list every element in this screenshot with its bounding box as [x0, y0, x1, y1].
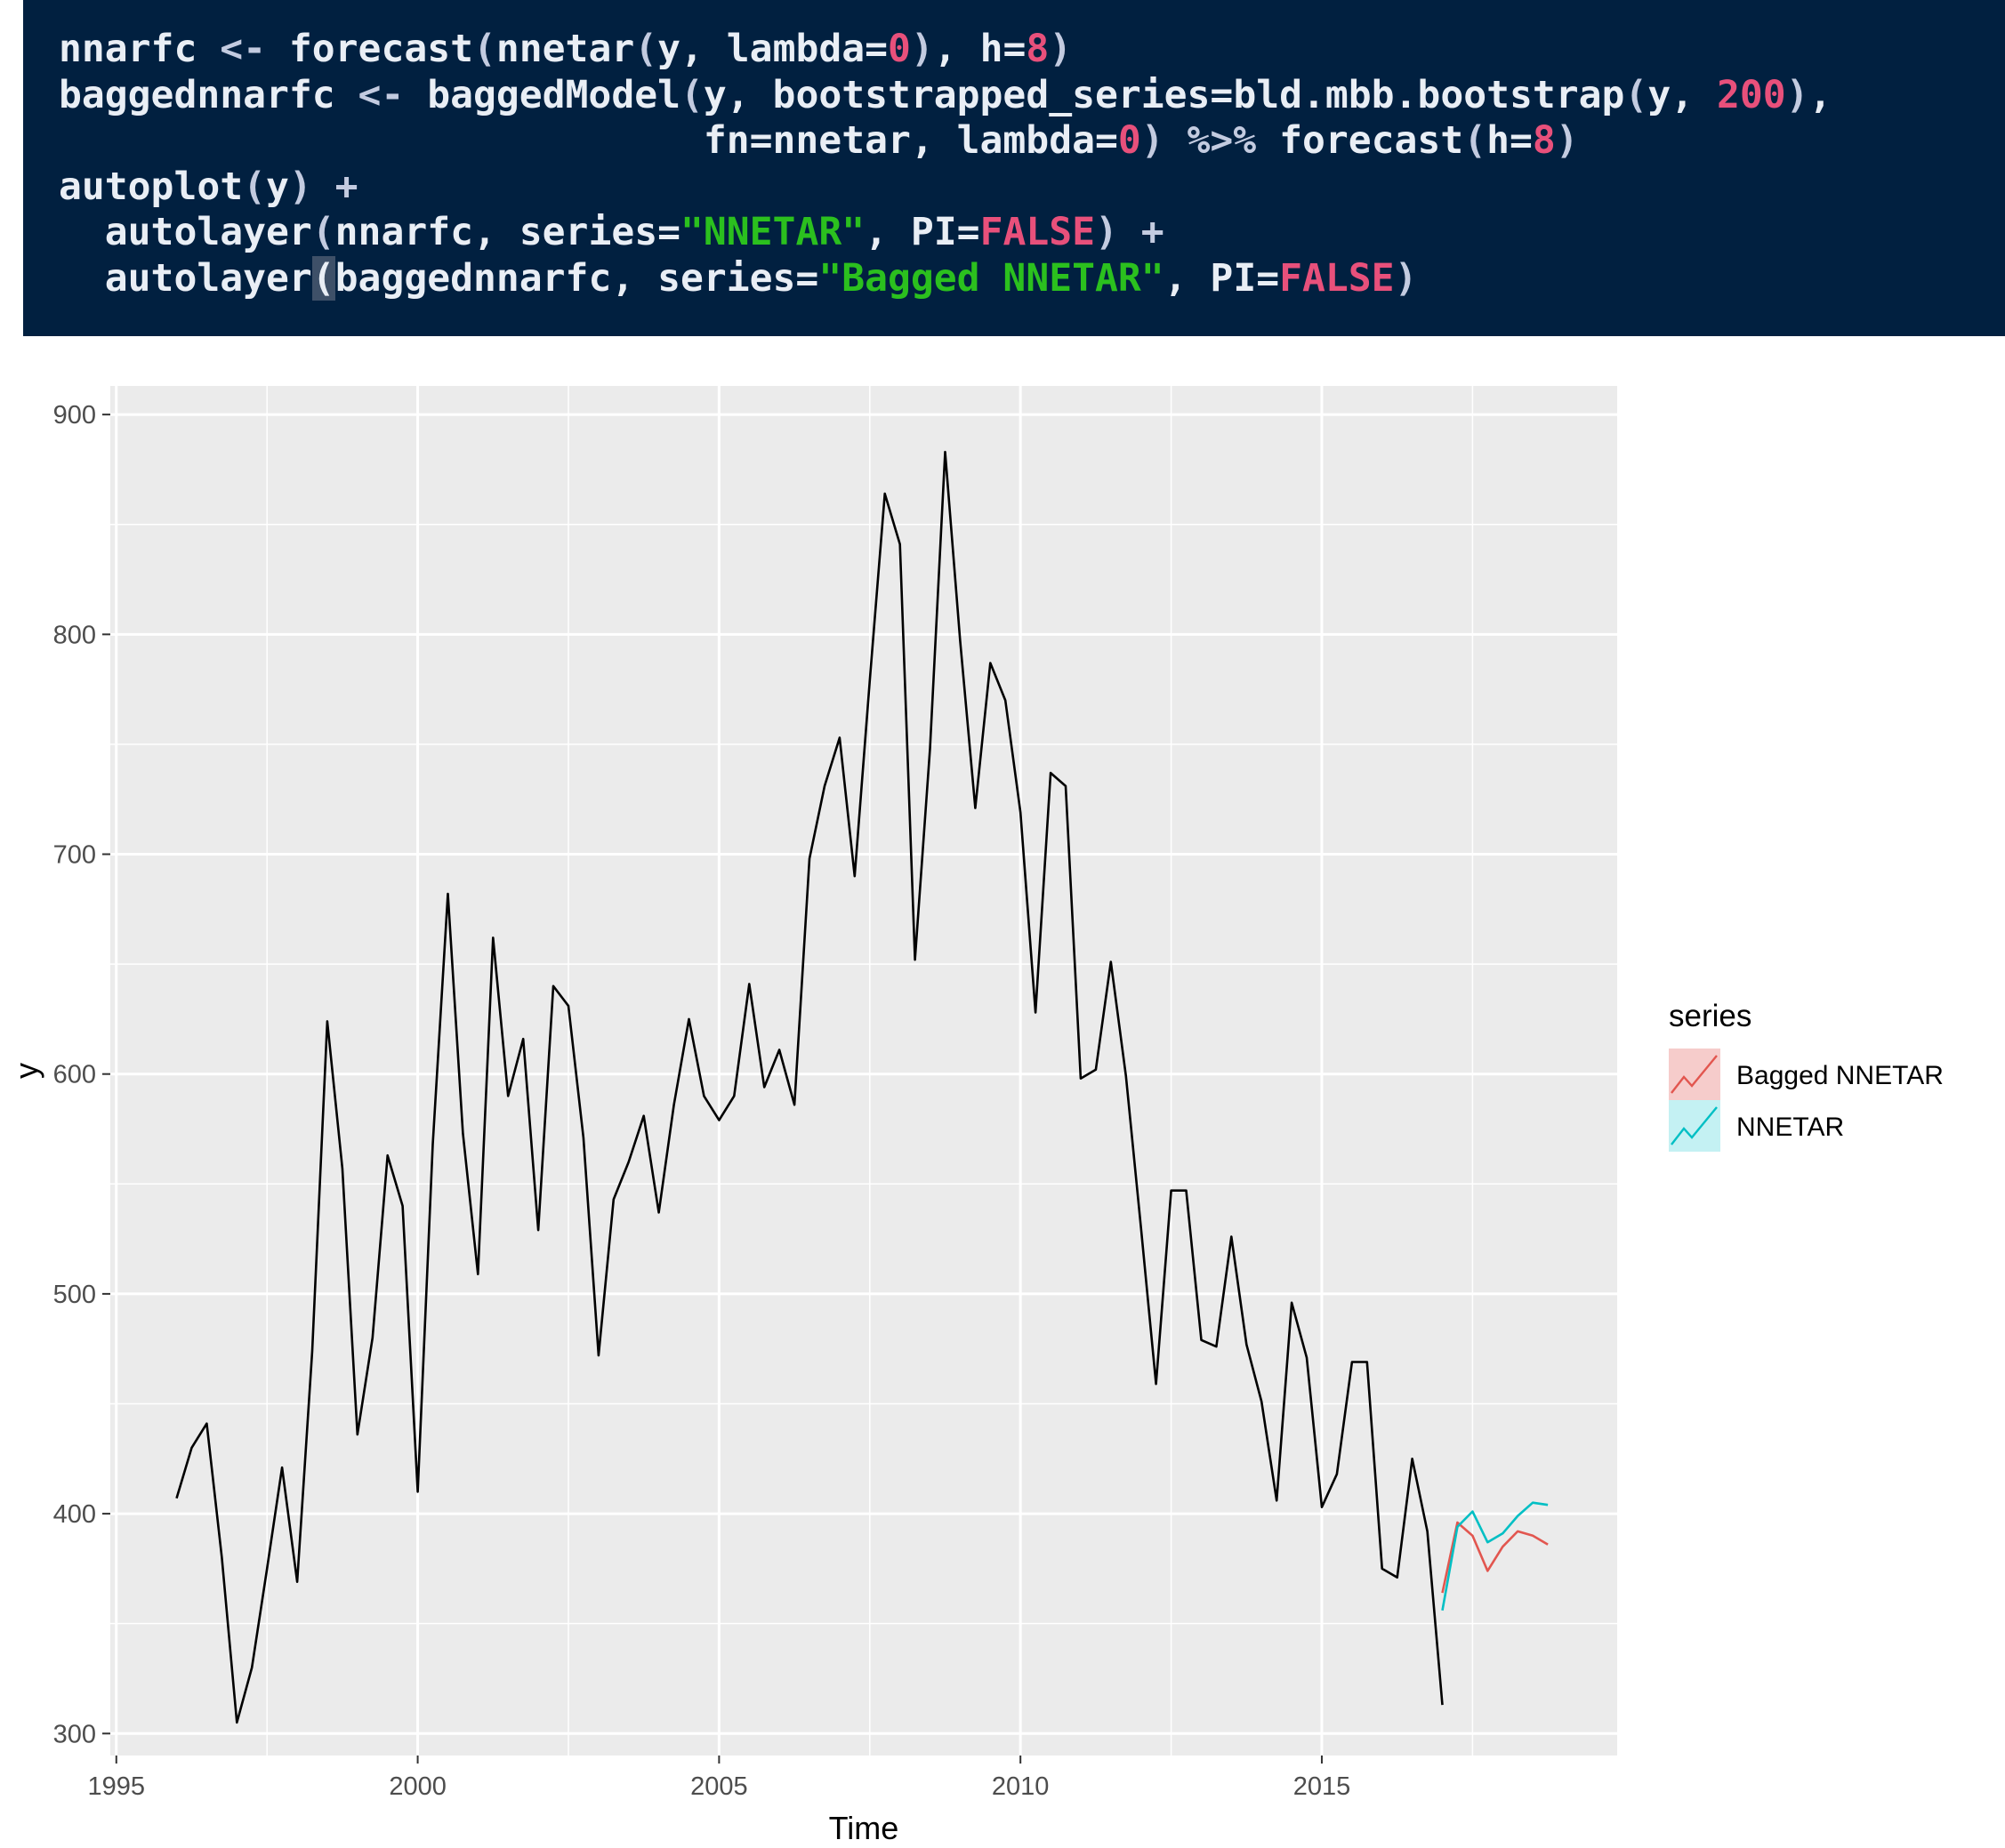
code-token: ): [1785, 72, 1809, 117]
code-token: 0: [1117, 118, 1141, 163]
series-line-observed: [175, 450, 1444, 1724]
code-token: nnetar: [495, 27, 635, 71]
code-token: "NNETAR": [680, 210, 866, 254]
code-line: autoplot(y) +: [59, 165, 2005, 211]
series-line-nnetar: [1441, 1501, 1549, 1611]
code-token: ): [288, 164, 312, 209]
code-line: autolayer(baggednnarfc, series="Bagged N…: [59, 255, 2005, 302]
y-tick-label: 300: [53, 1720, 96, 1748]
legend-label: Bagged NNETAR: [1736, 1061, 1944, 1090]
code-token: ): [1095, 210, 1118, 254]
code-token: (: [311, 210, 335, 254]
y-tick-label: 400: [53, 1500, 96, 1529]
y-axis-title: y: [8, 1063, 44, 1079]
code-token: ): [1555, 118, 1579, 163]
legend-key-line: [1671, 1106, 1718, 1145]
code-token: ): [1394, 255, 1418, 301]
code-token: h=: [1486, 118, 1533, 163]
legend: series Bagged NNETAR NNETAR: [1669, 999, 1944, 1152]
code-token: 0: [888, 27, 911, 71]
code-token: [1164, 118, 1188, 163]
code-line: baggednnarfc <- baggedModel(y, bootstrap…: [59, 73, 2005, 119]
code-token: [312, 165, 335, 209]
code-token: fn=nnetar, lambda=: [59, 118, 1118, 163]
code-token: ): [910, 27, 934, 71]
x-tick-label: 2005: [690, 1772, 748, 1801]
grid-layer: [110, 386, 1617, 1756]
code-token: FALSE: [979, 210, 1096, 254]
legend-label: NNETAR: [1736, 1113, 1844, 1142]
code-token: +: [1140, 210, 1164, 254]
code-token: autoplot: [59, 164, 244, 209]
code-token: (: [1463, 118, 1487, 163]
code-token: "Bagged NNETAR": [818, 255, 1164, 301]
code-token: nnarfc, series=: [334, 210, 680, 254]
legend-key: [1669, 1049, 1720, 1100]
code-token: FALSE: [1279, 255, 1395, 301]
code-line: nnarfc <- forecast(nnetar(y, lambda=0), …: [59, 27, 2005, 73]
code-token: y,: [1647, 72, 1717, 117]
y-tick-label: 600: [53, 1061, 96, 1089]
code-token: (: [311, 255, 335, 301]
code-token: (: [634, 27, 658, 71]
code-token: +: [334, 164, 358, 209]
code-token: y: [266, 164, 289, 209]
y-tick-label: 800: [53, 621, 96, 649]
code-token: forecast: [266, 27, 473, 71]
plot-panel: [110, 386, 1617, 1756]
code-token: nnarfc: [59, 27, 221, 71]
y-tick-label: 500: [53, 1281, 96, 1309]
code-panel: nnarfc <- forecast(nnetar(y, lambda=0), …: [23, 0, 2005, 336]
code-token: (: [473, 27, 496, 71]
code-token: baggednnarfc: [59, 72, 358, 117]
code-token: , PI=: [865, 210, 980, 254]
x-tick-label: 1995: [88, 1772, 146, 1801]
x-tick-label: 2015: [1293, 1772, 1351, 1801]
code-token: baggedModel: [404, 72, 680, 117]
x-tick-label: 2010: [992, 1772, 1050, 1801]
y-tick-label: 700: [53, 841, 96, 870]
series-layer: [175, 450, 1549, 1724]
code-line: autolayer(nnarfc, series="NNETAR", PI=FA…: [59, 210, 2005, 256]
axis-layer: 1995 2000 2005 2010 2015 300 400 500 600 700 800 90…: [53, 401, 1351, 1801]
code-token: y, lambda=: [657, 27, 889, 71]
code-token: ): [1049, 27, 1073, 71]
code-token: (: [243, 164, 266, 209]
code-token: (: [680, 72, 704, 117]
code-token: 8: [1026, 27, 1050, 71]
legend-key: [1669, 1100, 1720, 1152]
code-line: fn=nnetar, lambda=0) %>% forecast(h=8): [59, 118, 2005, 165]
x-axis-title: Time: [829, 1810, 899, 1846]
line-chart: 1995 2000 2005 2010 2015 300 400 500 600 700 800 90…: [8, 386, 1944, 1846]
code-token: 8: [1532, 118, 1556, 163]
code-token: y, bootstrapped_series=bld.mbb.bootstrap: [703, 72, 1625, 117]
code-token: autolayer: [59, 255, 312, 301]
code-token: <-: [220, 27, 266, 71]
legend-key-line: [1671, 1055, 1718, 1094]
code-token: %>%: [1187, 118, 1257, 163]
code-token: 200: [1716, 72, 1786, 117]
code-token: ,: [1808, 72, 1832, 117]
code-token: , h=: [933, 27, 1027, 71]
code-token: ): [1140, 118, 1164, 163]
code-token: baggednnarfc, series=: [334, 255, 819, 301]
code-token: <-: [358, 72, 405, 117]
legend-title: series: [1669, 999, 1751, 1033]
y-tick-label: 900: [53, 401, 96, 430]
code-token: [1118, 210, 1141, 254]
code-token: (: [1624, 72, 1648, 117]
code-token: forecast: [1256, 118, 1464, 163]
code-token: , PI=: [1164, 255, 1280, 301]
x-tick-label: 2000: [389, 1772, 447, 1801]
code-token: autolayer: [59, 210, 312, 254]
